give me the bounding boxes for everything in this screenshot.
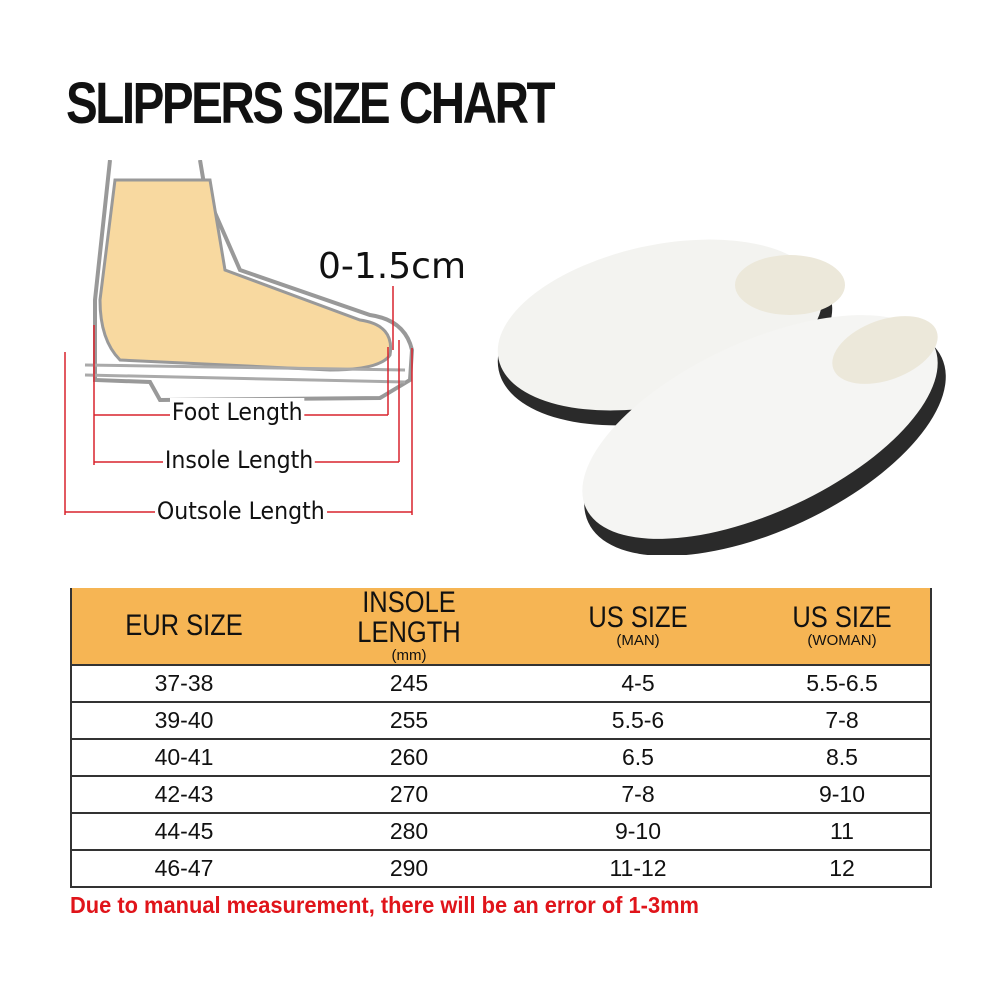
header-us-size-woman: US SIZE (WOMAN) [754,588,931,666]
table-cell: 44-45 [71,813,296,851]
table-row: 44-45 280 9-10 11 [71,813,931,851]
table-cell: 6.5 [522,739,754,777]
table-cell: 12 [754,850,931,888]
table-cell: 5.5-6 [522,702,754,740]
table-cell: 7-8 [522,776,754,814]
table-cell: 4-5 [522,665,754,703]
table-cell: 37-38 [71,665,296,703]
table-row: 39-40 255 5.5-6 7-8 [71,702,931,740]
table-row: 37-38 245 4-5 5.5-6.5 [71,665,931,703]
outsole-length-label: Outsole Length [155,497,327,525]
table-cell: 260 [296,739,522,777]
table-cell: 290 [296,850,522,888]
table-cell: 42-43 [71,776,296,814]
foot-length-label: Foot Length [170,398,305,426]
table-cell: 8.5 [754,739,931,777]
table-cell: 245 [296,665,522,703]
header-eur-size: EUR SIZE [71,588,296,666]
header-insole-length: INSOLE LENGTH (mm) [296,588,522,666]
table-cell: 39-40 [71,702,296,740]
table-cell: 46-47 [71,850,296,888]
measurement-note: Due to manual measurement, there will be… [70,892,699,918]
table-cell: 9-10 [522,813,754,851]
shoe-outline [93,160,415,403]
foot-shape [98,178,393,372]
table-cell: 7-8 [754,702,931,740]
insole-length-label: Insole Length [163,446,316,474]
page-title: SLIPPERS SIZE CHART [66,71,556,136]
header-us-size-man: US SIZE (MAN) [522,588,754,666]
sole [84,363,406,384]
slippers-image [497,239,946,555]
table-cell: 11 [754,813,931,851]
tolerance-label: 0-1.5cm [318,246,467,287]
front-slipper [582,315,946,555]
table-row: 40-41 260 6.5 8.5 [71,739,931,777]
table-cell: 255 [296,702,522,740]
table-header-row: EUR SIZE INSOLE LENGTH (mm) US SIZE (MAN) … [71,588,931,666]
foot-measurement-diagram [64,160,415,515]
table-row: 46-47 290 11-12 12 [71,850,931,888]
table-cell: 270 [296,776,522,814]
table-cell: 5.5-6.5 [754,665,931,703]
table-cell: 40-41 [71,739,296,777]
table-cell: 9-10 [754,776,931,814]
size-table: EUR SIZE INSOLE LENGTH (mm) US SIZE (MAN) … [70,588,932,888]
table-cell: 280 [296,813,522,851]
table-row: 42-43 270 7-8 9-10 [71,776,931,814]
table-cell: 11-12 [522,850,754,888]
